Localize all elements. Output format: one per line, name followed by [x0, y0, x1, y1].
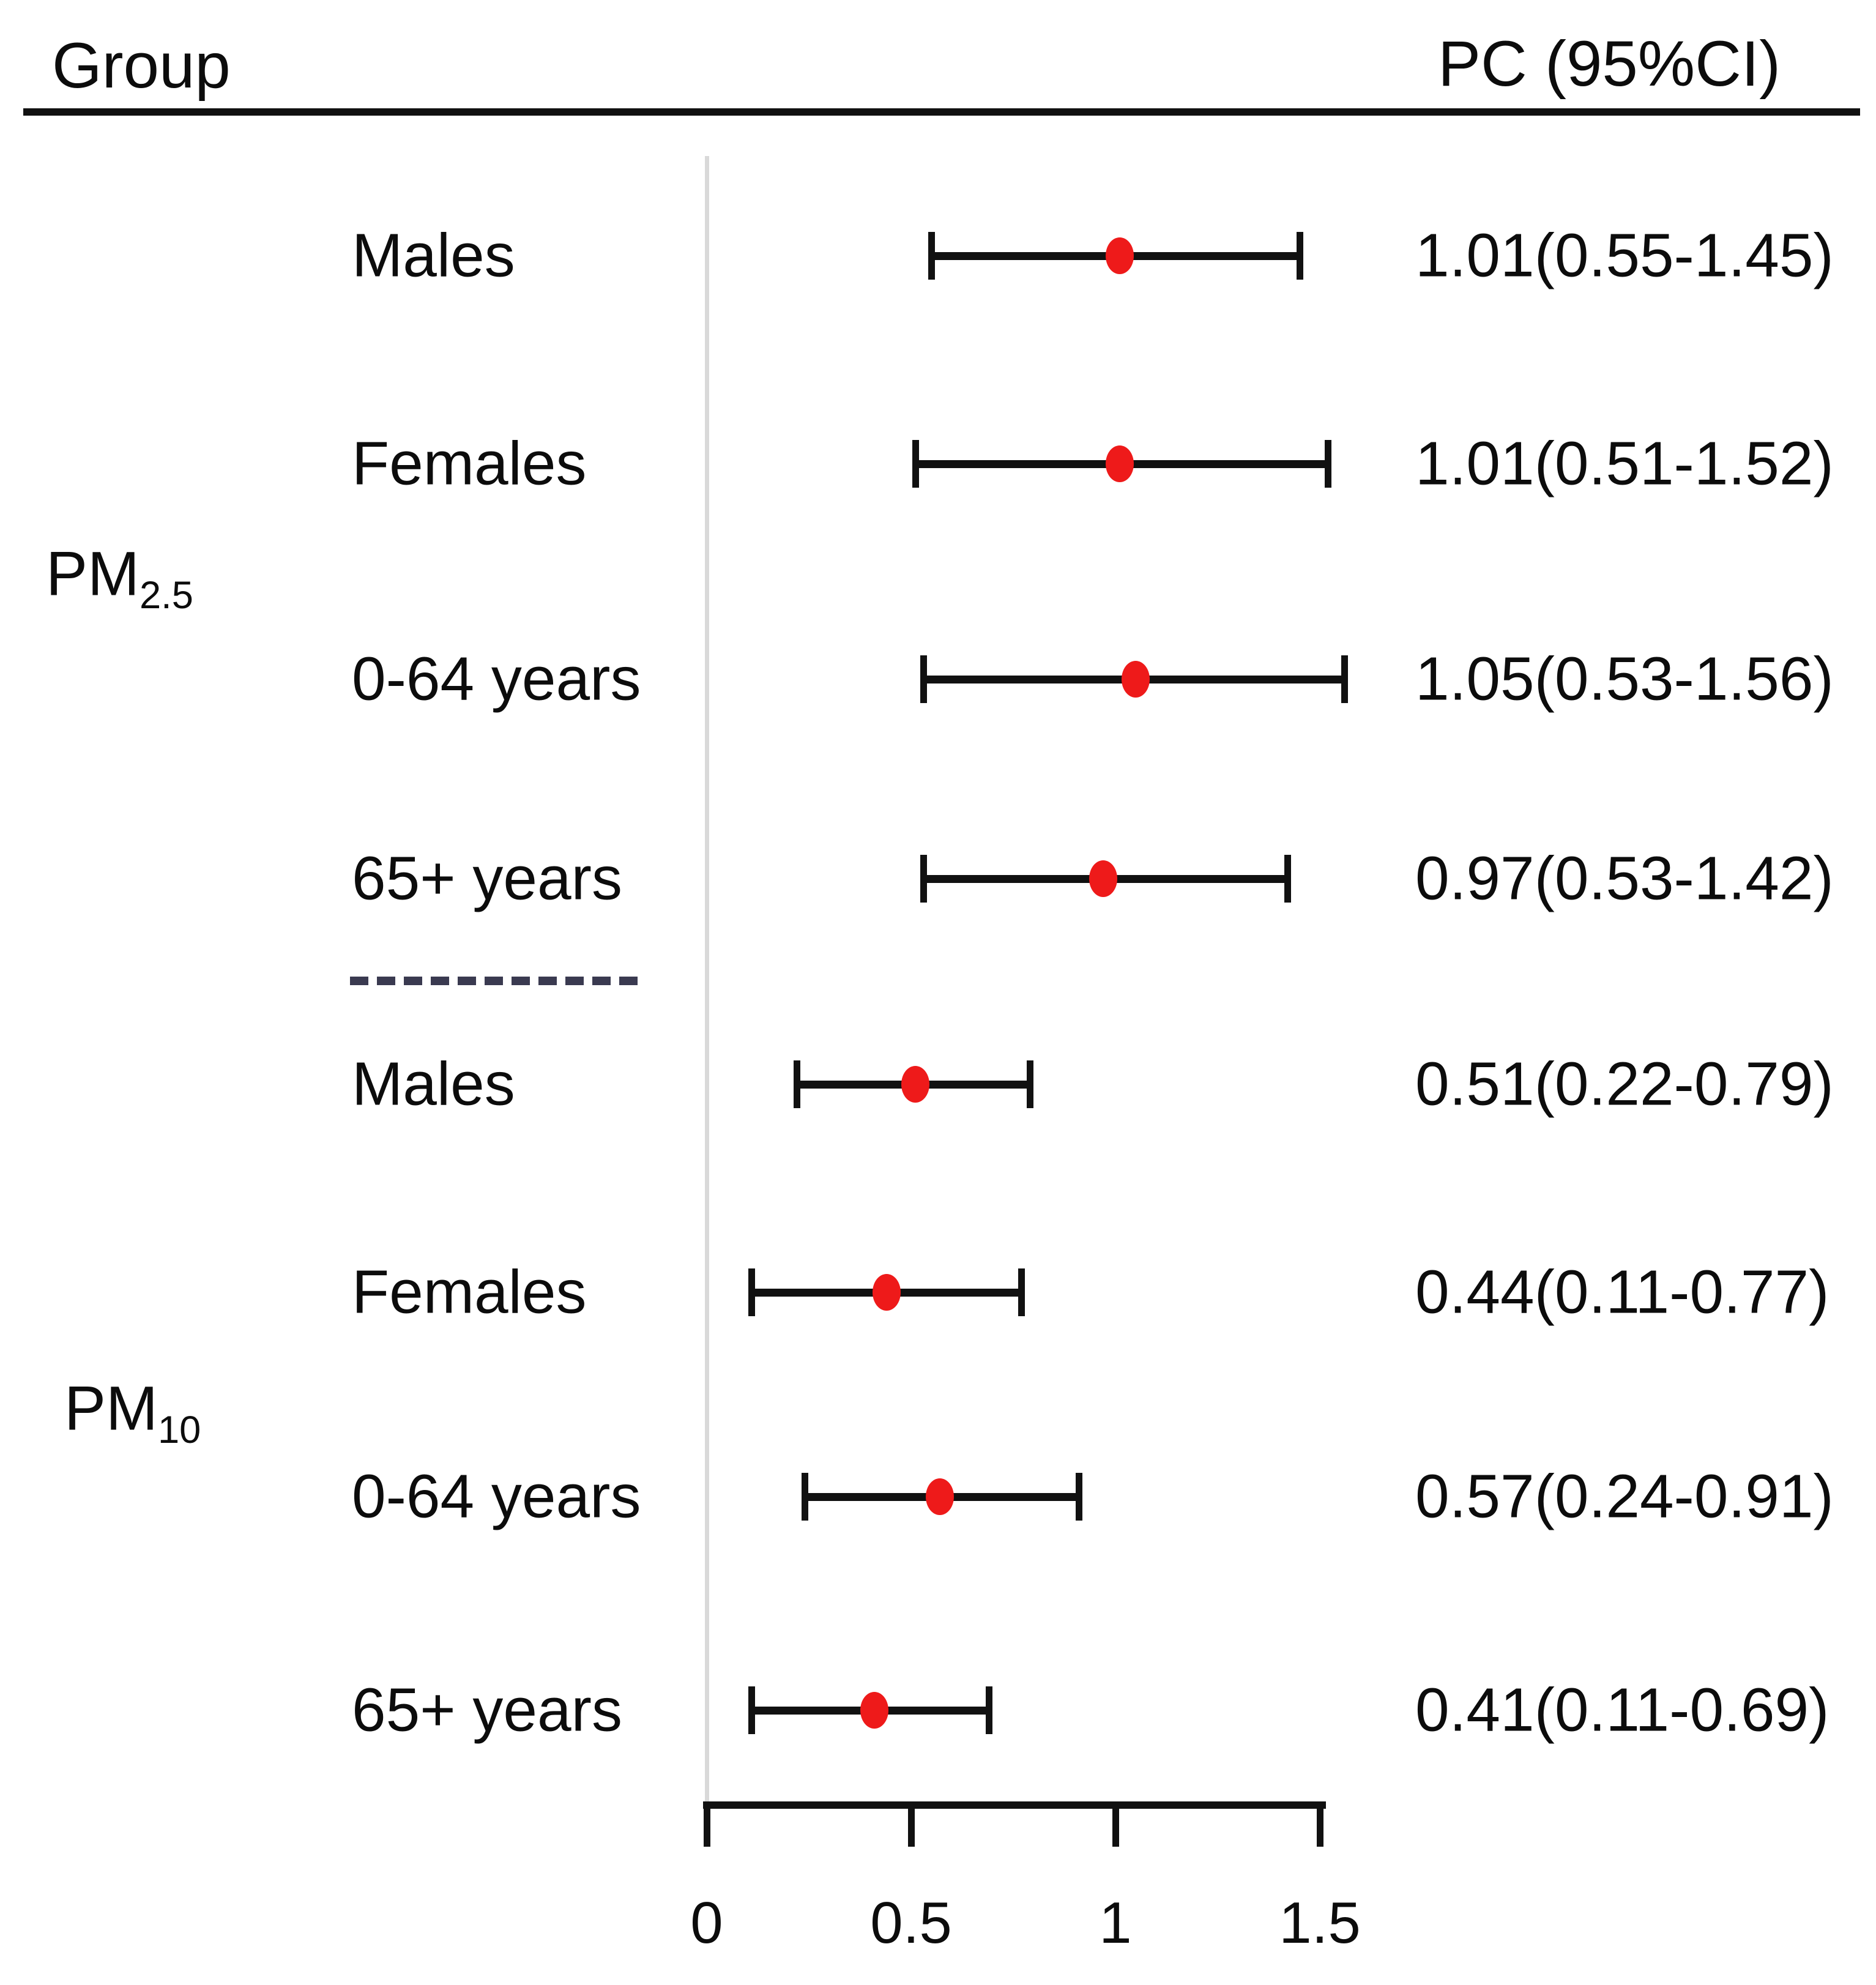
- x-axis-tick-mark: [1317, 1806, 1323, 1847]
- x-axis-tick-mark: [1112, 1806, 1119, 1847]
- section-label-pm10-subscript: 10: [158, 1408, 201, 1451]
- x-axis-tick-label: 1: [1099, 1890, 1132, 1956]
- header-rule: [23, 108, 1860, 116]
- ci-cap-lower: [793, 1060, 800, 1108]
- column-header-pc: PC (95%CI): [1437, 28, 1781, 100]
- ci-cap-upper: [1026, 1060, 1033, 1108]
- pc-ci-value: 1.01(0.51-1.52): [1415, 429, 1834, 498]
- point-estimate-marker: [1105, 237, 1134, 274]
- point-estimate-marker: [1089, 860, 1117, 897]
- ci-cap-lower: [748, 1686, 756, 1734]
- point-estimate-marker: [901, 1066, 929, 1103]
- row-label: 65+ years: [352, 1675, 622, 1745]
- point-estimate-marker: [872, 1274, 901, 1311]
- ci-cap-lower: [920, 855, 928, 903]
- row-label: 65+ years: [352, 844, 622, 913]
- ci-cap-upper: [1284, 855, 1291, 903]
- section-label-pm25-subscript: 2.5: [140, 573, 193, 617]
- x-axis-line: [703, 1801, 1326, 1809]
- point-estimate-marker: [1122, 661, 1150, 698]
- point-estimate-marker: [860, 1692, 888, 1729]
- pc-ci-value: 0.97(0.53-1.42): [1415, 844, 1834, 913]
- x-axis-tick-label: 0.5: [870, 1890, 952, 1956]
- ci-cap-upper: [985, 1686, 992, 1734]
- section-label-pm10: PM10: [64, 1373, 201, 1450]
- pc-ci-value: 1.01(0.55-1.45): [1415, 221, 1834, 290]
- zero-reference-line: [705, 156, 709, 1805]
- row-label: Females: [352, 429, 587, 498]
- section-label-pm10-main: PM: [64, 1373, 158, 1443]
- x-axis-tick-mark: [908, 1806, 915, 1847]
- point-estimate-marker: [1105, 445, 1134, 482]
- ci-cap-lower: [748, 1268, 756, 1316]
- row-label: Males: [352, 1049, 515, 1119]
- ci-cap-lower: [802, 1473, 809, 1521]
- x-axis-tick-label: 0: [690, 1890, 723, 1956]
- section-label-pm25: PM2.5: [46, 538, 193, 615]
- pc-ci-value: 0.51(0.22-0.79): [1415, 1049, 1834, 1119]
- pc-ci-value: 0.57(0.24-0.91): [1415, 1462, 1834, 1531]
- point-estimate-marker: [925, 1478, 954, 1515]
- ci-cap-upper: [1341, 655, 1349, 703]
- ci-cap-upper: [1018, 1268, 1025, 1316]
- pc-ci-value: 0.41(0.11-0.69): [1415, 1675, 1829, 1745]
- ci-cap-lower: [928, 232, 936, 280]
- row-label: 0-64 years: [352, 1462, 641, 1531]
- row-label: 0-64 years: [352, 644, 641, 713]
- column-header-group: Group: [52, 30, 231, 102]
- section-divider-dashed-line: [350, 977, 642, 985]
- row-label: Males: [352, 221, 515, 290]
- x-axis-tick-label: 1.5: [1279, 1890, 1361, 1956]
- ci-cap-upper: [1075, 1473, 1082, 1521]
- pc-ci-value: 1.05(0.53-1.56): [1415, 644, 1834, 713]
- ci-cap-upper: [1325, 440, 1332, 488]
- section-label-pm25-main: PM: [46, 538, 140, 609]
- row-label: Females: [352, 1257, 587, 1327]
- ci-cap-lower: [920, 655, 928, 703]
- x-axis-tick-mark: [704, 1806, 710, 1847]
- ci-cap-lower: [912, 440, 919, 488]
- pc-ci-value: 0.44(0.11-0.77): [1415, 1257, 1829, 1327]
- ci-cap-upper: [1296, 232, 1303, 280]
